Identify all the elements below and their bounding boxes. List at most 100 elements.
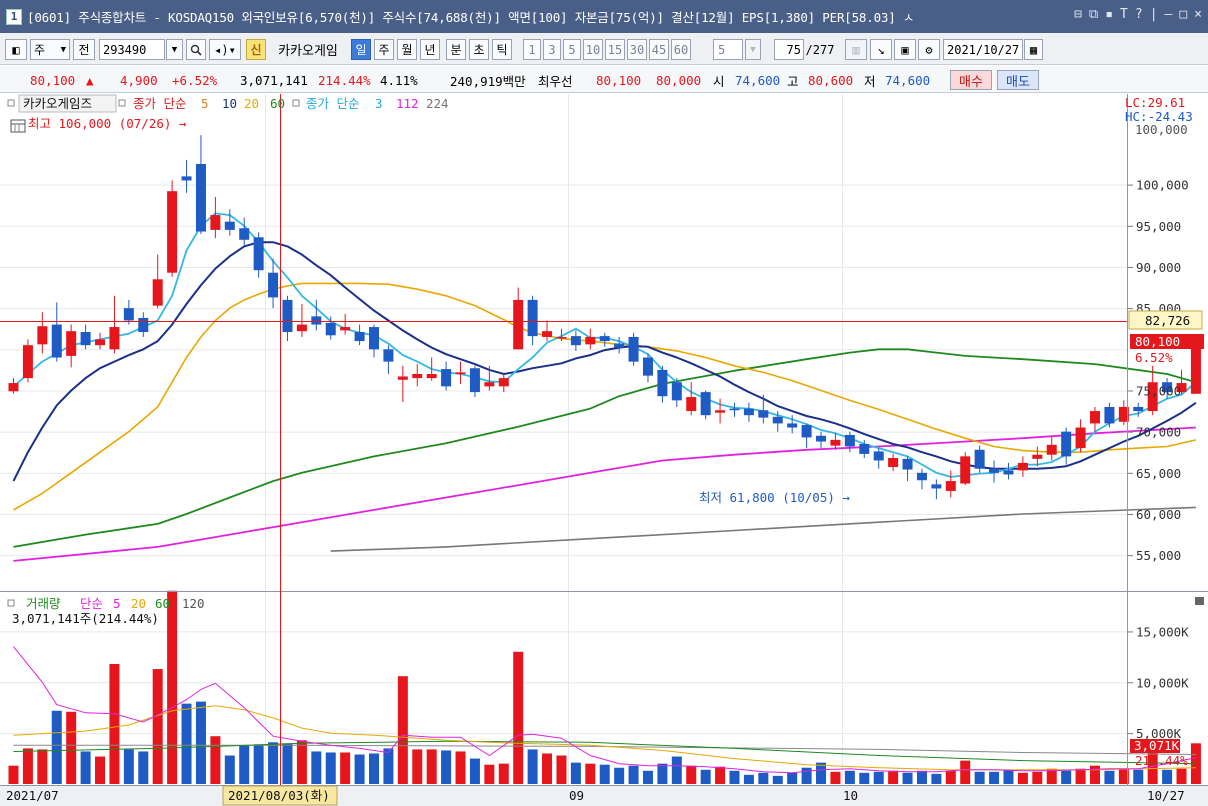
sound-icon[interactable]: ◂)▾ (209, 39, 241, 60)
candle (787, 423, 798, 428)
count-dropdown-icon[interactable]: ▼ (745, 39, 761, 60)
interval-second[interactable]: 초 (469, 39, 489, 60)
crosshair-price: 82,726 (1145, 313, 1190, 328)
code-input[interactable]: 293490 (99, 39, 165, 60)
date-input[interactable]: 2021/10/27 (943, 39, 1023, 60)
legend-box-icon[interactable] (7, 99, 15, 107)
minimize-button[interactable]: — (1164, 7, 1173, 22)
low-price: 74,600 (885, 72, 931, 88)
candle (1003, 470, 1014, 475)
interval-tick[interactable]: 틱 (492, 39, 512, 60)
minute-option[interactable]: 1 (523, 39, 541, 60)
volume-bar (1133, 769, 1144, 784)
candle (484, 382, 495, 387)
chart-background (0, 94, 1208, 806)
candle (37, 326, 48, 345)
help-icon[interactable]: ? (1134, 7, 1143, 22)
volume-bar (1176, 768, 1187, 784)
volume-bar (542, 753, 553, 784)
volume-moving-averages (13, 646, 1197, 774)
calendar-icon[interactable] (10, 119, 26, 133)
save-icon[interactable]: ▣ (894, 39, 916, 60)
interval-week[interactable]: 주 (374, 39, 394, 60)
interval-month[interactable]: 월 (397, 39, 417, 60)
legend-box-icon[interactable] (7, 599, 15, 607)
candle (253, 237, 264, 271)
ask-price: 80,100 (596, 72, 642, 88)
copy-window-icon[interactable]: ⧉ (1088, 7, 1099, 22)
minute-option[interactable]: 15 (605, 39, 625, 60)
interval-day[interactable]: 일 (351, 39, 371, 60)
volume-bar (974, 771, 985, 784)
buy-button[interactable]: 매수 (950, 70, 992, 90)
volume-bar (556, 755, 567, 784)
candle (542, 331, 553, 337)
high-label: 고 (787, 73, 799, 89)
candle (743, 408, 754, 416)
candle (1061, 431, 1072, 457)
calendar-icon[interactable]: ▦ (1024, 39, 1043, 60)
volume-bar (1017, 772, 1028, 784)
interval-year[interactable]: 년 (420, 39, 440, 60)
candle (51, 324, 62, 358)
stock-chart[interactable]: 카카오게임즈 종가 단순 5 10 20 60 종가 단순 3 112 224 … (0, 94, 1208, 806)
legend-name-box[interactable] (18, 94, 117, 113)
candle (715, 410, 726, 413)
x-label-right: 10/27 (1147, 788, 1185, 803)
legend-ma2-label: 종가 단순 (306, 96, 360, 111)
font-icon[interactable]: T (1120, 7, 1128, 22)
minute-option[interactable]: 60 (671, 39, 691, 60)
candle (369, 327, 379, 350)
close-button[interactable]: × (1194, 7, 1202, 22)
volume-bar (498, 763, 509, 784)
layout-icon[interactable]: ◧ (5, 39, 27, 60)
candles (8, 135, 1201, 500)
candle (412, 374, 423, 379)
volume-bar (1003, 769, 1014, 784)
candle (441, 369, 452, 387)
legend-box-icon[interactable] (118, 99, 126, 107)
volume-bar (51, 710, 62, 784)
candle (268, 272, 279, 298)
trendline-icon[interactable]: ↘ (870, 39, 892, 60)
panel-close-icon[interactable] (1195, 597, 1204, 605)
pin-icon[interactable]: ▪ (1105, 7, 1114, 22)
new-badge[interactable]: 신 (246, 39, 266, 60)
volume-bar (37, 749, 48, 784)
split-icon[interactable]: ⊟ (1074, 7, 1082, 22)
legend-stock-name: 카카오게임즈 (23, 96, 92, 111)
volume-bar (1046, 768, 1057, 784)
count-input[interactable]: 5 (713, 39, 743, 60)
trade-amount: 240,919백만 (450, 73, 526, 89)
volume-bar (1104, 770, 1115, 784)
volume-bar (628, 765, 639, 784)
lc-label: LC:29.61 (1125, 95, 1185, 110)
gear-icon[interactable]: ⚙ (918, 39, 940, 60)
ma60-line (13, 348, 1197, 548)
period-select[interactable]: 주 ▼ (30, 39, 70, 60)
minute-option[interactable]: 5 (563, 39, 581, 60)
interval-minute[interactable]: 분 (446, 39, 466, 60)
minute-option[interactable]: 3 (543, 39, 561, 60)
minute-option[interactable]: 10 (583, 39, 603, 60)
candle (931, 484, 942, 489)
search-icon[interactable] (186, 39, 206, 60)
maximize-button[interactable]: □ (1179, 7, 1188, 22)
minute-option[interactable]: 30 (627, 39, 647, 60)
candle (729, 408, 740, 411)
candle (95, 339, 106, 346)
prev-button[interactable]: 전 (73, 39, 95, 60)
volume-bar (570, 762, 581, 784)
y-tick-label: 90,000 (1136, 260, 1181, 275)
minute-option[interactable]: 45 (649, 39, 669, 60)
page-input[interactable]: 75 (774, 39, 804, 60)
chart-icon[interactable]: ▥ (845, 39, 867, 60)
legend-box-icon[interactable] (292, 99, 300, 107)
sell-button[interactable]: 매도 (997, 70, 1039, 90)
volume-bar (311, 751, 322, 784)
candle (340, 327, 351, 331)
code-dropdown-icon[interactable]: ▼ (166, 39, 183, 60)
candle (570, 336, 581, 346)
last-price-pct: 6.52% (1135, 350, 1173, 365)
volume-bar (268, 742, 279, 784)
